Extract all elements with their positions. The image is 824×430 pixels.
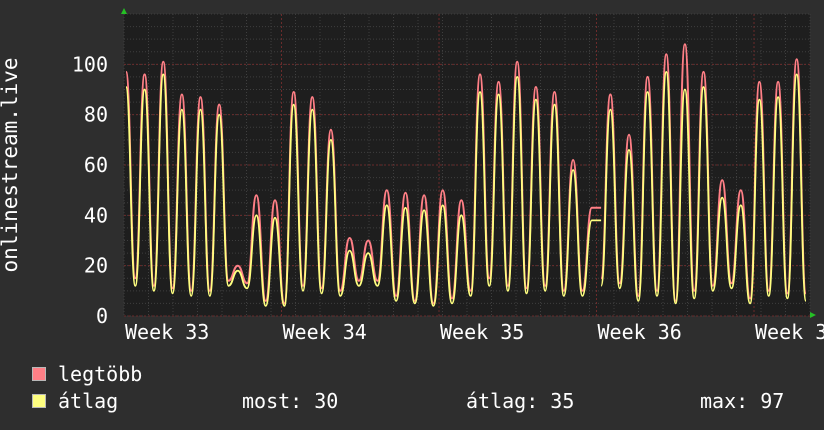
series-lines xyxy=(125,43,807,307)
y-tick-label: 0 xyxy=(96,304,108,328)
x-tick-labels: Week 33 Week 34 Week 35 Week 36 Week 3 xyxy=(125,320,824,344)
x-axis-arrow-icon xyxy=(810,312,816,318)
y-tick-label: 20 xyxy=(84,254,108,278)
y-tick-label: 80 xyxy=(84,103,108,127)
y-axis-label: onlinestream.live xyxy=(0,58,22,273)
y-tick-label: 60 xyxy=(84,153,108,177)
x-tick-label: Week 33 xyxy=(125,320,209,344)
grid xyxy=(123,13,811,317)
series-line-avg xyxy=(125,71,807,307)
y-tick-label: 40 xyxy=(84,203,108,227)
y-axis-arrow-icon xyxy=(121,8,127,14)
x-tick-label: Week 35 xyxy=(440,320,524,344)
x-tick-label: Week 36 xyxy=(598,320,682,344)
y-tick-label: 100 xyxy=(72,52,108,76)
y-tick-labels: 0 20 40 60 80 100 xyxy=(72,52,108,328)
x-tick-label: Week 34 xyxy=(283,320,367,344)
x-tick-label: Week 3 xyxy=(755,320,824,344)
